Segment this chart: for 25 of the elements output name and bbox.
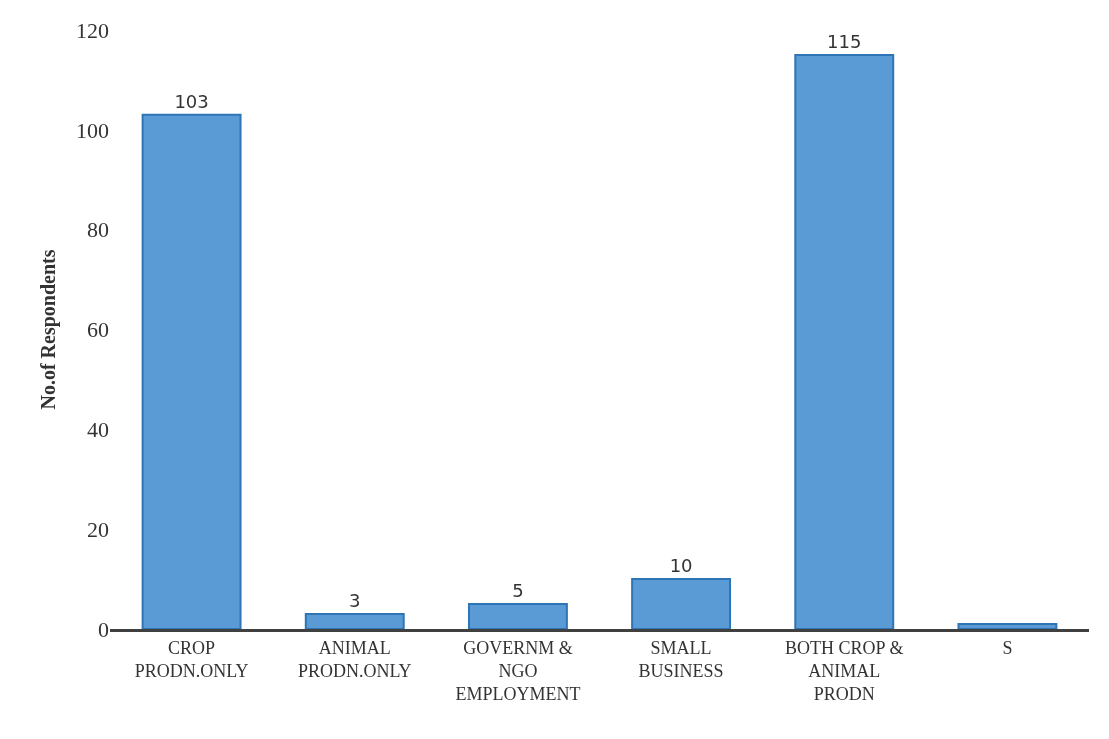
y-tick-label: 80 <box>87 217 109 243</box>
y-tick-label: 120 <box>76 17 109 43</box>
y-tick-label: 60 <box>87 317 109 343</box>
data-label: 115 <box>827 30 862 52</box>
y-tick-label: 40 <box>87 417 109 443</box>
y-axis-title: No.of Respondents <box>36 249 60 410</box>
bar <box>467 603 568 629</box>
y-tick-label: 0 <box>98 616 109 642</box>
bar <box>794 53 895 629</box>
x-tick-label: SMALL BUSINESS <box>638 637 724 681</box>
data-label: 103 <box>174 90 209 112</box>
bar <box>957 623 1058 629</box>
data-label: 10 <box>669 555 693 577</box>
bar <box>141 113 242 629</box>
bar <box>304 613 405 629</box>
data-label: 5 <box>512 580 524 602</box>
bar <box>631 578 732 629</box>
data-label: 3 <box>349 590 361 612</box>
y-tick-label: 20 <box>87 516 109 542</box>
x-tick-label: GOVERNM & NGO EMPLOYMENT <box>455 637 581 705</box>
x-tick-label: BOTH CROP & ANIMAL PRODN <box>785 637 904 705</box>
x-tick-label: ANIMAL PRODN.ONLY <box>297 637 412 681</box>
x-tick-label: CROP PRODN.ONLY <box>134 637 249 681</box>
x-tick-label: S <box>1002 637 1013 658</box>
y-tick-label: 100 <box>76 117 109 143</box>
